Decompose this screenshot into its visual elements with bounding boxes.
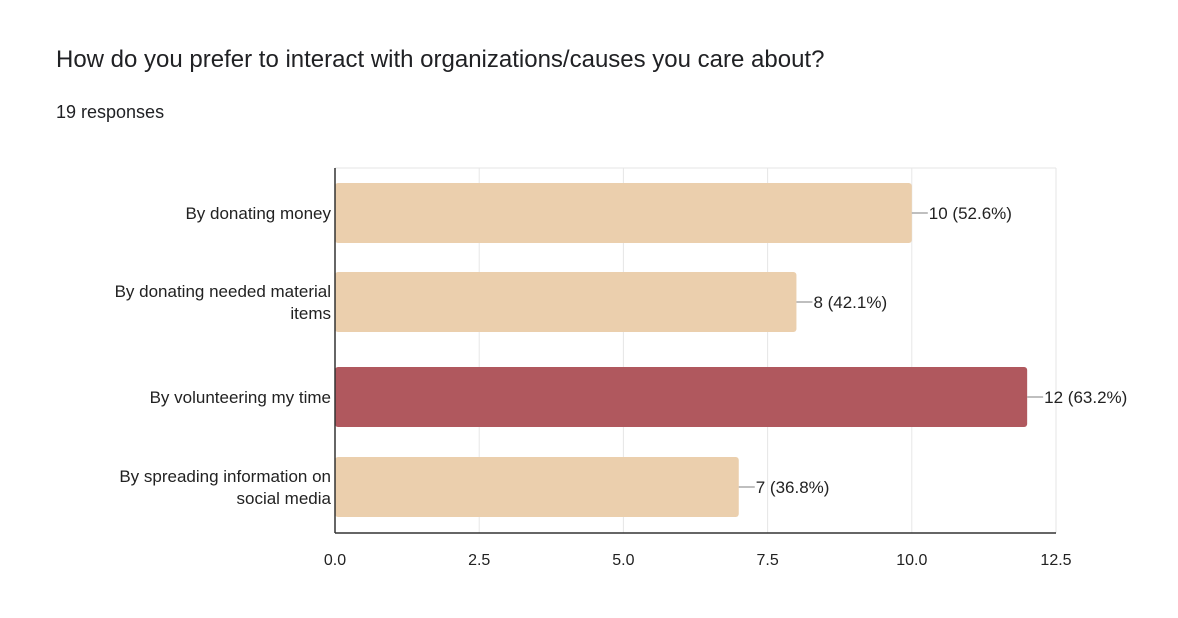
data-label: 7 (36.8%) <box>756 478 830 497</box>
category-label: items <box>290 304 331 323</box>
data-label: 12 (63.2%) <box>1044 388 1127 407</box>
question-title: How do you prefer to interact with organ… <box>56 46 825 73</box>
x-tick-label: 0.0 <box>324 552 346 569</box>
category-label: By volunteering my time <box>150 388 331 407</box>
axes <box>334 168 1056 534</box>
bar <box>335 367 1028 427</box>
labels: 0.0 2.5 5.0 7.5 10.0 12.5 10 (52.6%) By donatin… <box>115 204 1128 569</box>
x-tick-label: 2.5 <box>468 552 490 569</box>
category-label: By donating money <box>185 204 331 223</box>
x-tick-label: 12.5 <box>1040 552 1071 569</box>
category-label: By donating needed material <box>115 282 331 301</box>
category-label: social media <box>237 489 332 508</box>
bar <box>335 183 912 243</box>
bar <box>335 457 739 517</box>
data-label: 8 (42.1%) <box>813 293 887 312</box>
category-label: By spreading information on <box>119 467 331 486</box>
x-tick-label: 5.0 <box>612 552 634 569</box>
x-tick-label: 7.5 <box>756 552 778 569</box>
data-label: 10 (52.6%) <box>929 204 1012 223</box>
bar <box>335 272 797 332</box>
bars <box>335 183 1028 517</box>
response-count: 19 responses <box>56 102 165 122</box>
x-tick-label: 10.0 <box>896 552 927 569</box>
